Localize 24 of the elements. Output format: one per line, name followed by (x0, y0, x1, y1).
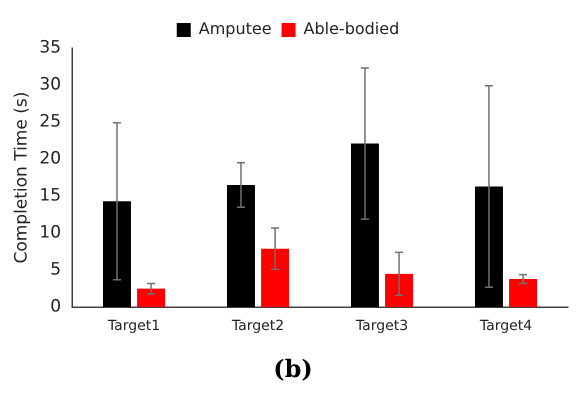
bar (261, 248, 290, 308)
y-axis-title: Completion Time (s) (12, 92, 32, 264)
bar (137, 288, 166, 308)
y-tick-label: 5 (50, 260, 62, 280)
y-tick-label: 20 (39, 148, 62, 169)
y-tick-label: 30 (39, 74, 62, 94)
y-tick-label: 10 (39, 222, 62, 243)
x-tick-label: Target1 (106, 318, 160, 334)
bar (509, 279, 538, 308)
bar (385, 274, 414, 308)
bar (226, 185, 255, 308)
bar (350, 144, 379, 308)
bar (103, 201, 131, 308)
y-tick-label: 0 (50, 296, 62, 317)
bar (474, 186, 503, 308)
y-tick-label: 15 (39, 186, 62, 206)
x-tick-label: Target2 (230, 318, 284, 334)
y-tick-label: 35 (39, 37, 62, 58)
x-tick-label: Target3 (354, 318, 408, 334)
x-tick-label: Target4 (478, 318, 532, 334)
text: (b) (272, 354, 314, 383)
legend-label: Amputee (198, 19, 272, 38)
legend-label: Able-bodied (304, 19, 400, 38)
y-tick-label: 25 (39, 111, 62, 132)
